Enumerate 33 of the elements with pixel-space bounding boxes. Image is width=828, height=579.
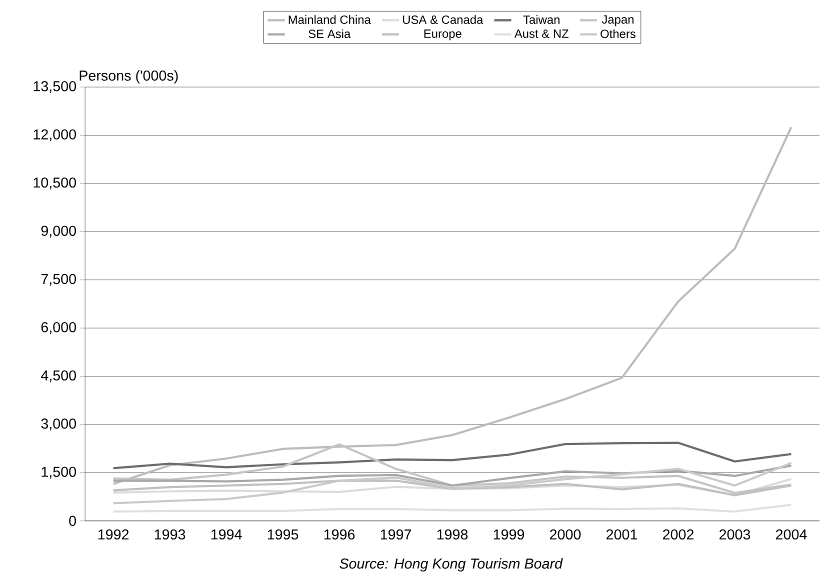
- x-tick-label: 2000: [550, 529, 581, 540]
- y-tick-label: 4,500: [40, 370, 76, 382]
- y-tick-label: 6,000: [41, 322, 76, 334]
- y-tick-label: 3,000: [41, 418, 76, 430]
- legend-label: Mainland China: [288, 15, 371, 24]
- source-note: Source: Hong Kong Tourism Board: [340, 558, 563, 572]
- y-tick-label: 7,500: [41, 274, 76, 286]
- legend-label: Japan: [602, 15, 634, 26]
- x-tick-label: 2004: [776, 529, 807, 540]
- x-tick-label: 2001: [606, 529, 638, 540]
- y-axis-title: Persons ('000s): [80, 70, 178, 84]
- y-tick-label: 1,500: [42, 466, 76, 479]
- y-tick-label: 13,500: [34, 81, 76, 93]
- legend-label: SE Asia: [308, 29, 351, 38]
- x-tick-label: 1993: [154, 529, 186, 540]
- y-tick-label: 0: [69, 516, 76, 526]
- x-tick-label: 1994: [211, 529, 242, 540]
- x-tick-label: 1999: [494, 529, 524, 540]
- x-tick-label: 1996: [324, 529, 355, 540]
- x-tick-label: 1998: [437, 529, 468, 540]
- legend-label: USA & Canada: [403, 15, 484, 24]
- y-tick-label: 10,500: [34, 178, 76, 190]
- y-tick-label: 9,000: [41, 226, 76, 238]
- x-tick-label: 1992: [98, 529, 129, 540]
- x-tick-label: 1995: [268, 529, 298, 540]
- x-tick-label: 1997: [380, 529, 412, 540]
- legend-label: Europe: [424, 30, 462, 40]
- y-tick-label: 12,000: [34, 129, 76, 142]
- x-tick-label: 2002: [663, 529, 694, 540]
- legend-label: Taiwan: [523, 15, 560, 24]
- x-tick-label: 2003: [720, 529, 750, 540]
- legend-label: Aust & NZ: [514, 30, 568, 38]
- legend-label: Others: [600, 29, 636, 38]
